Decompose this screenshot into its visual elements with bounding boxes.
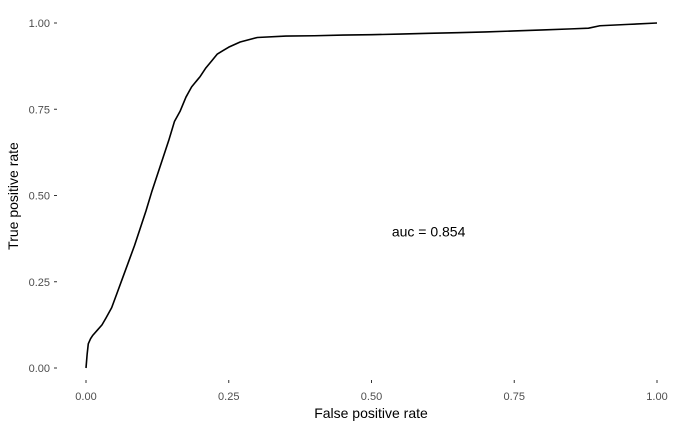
x-axis-title: False positive rate (314, 405, 428, 421)
y-axis: 0.00 0.25 0.50 0.75 1.00 (29, 18, 57, 375)
x-tick-label: 0.00 (75, 391, 96, 403)
y-tick-label: 0.00 (29, 363, 50, 375)
plot-area (85, 22, 658, 369)
x-tick-label: 0.50 (361, 391, 382, 403)
x-tick-label: 0.75 (504, 391, 525, 403)
y-tick-label: 1.00 (29, 18, 50, 30)
y-tick-label: 0.50 (29, 191, 50, 203)
x-tick-label: 0.25 (218, 391, 239, 403)
y-tick-label: 0.75 (29, 104, 50, 116)
x-tick-label: 1.00 (646, 391, 667, 403)
y-tick-label: 0.25 (29, 277, 50, 289)
y-axis-title: True positive rate (5, 142, 21, 250)
auc-annotation: auc = 0.854 (392, 224, 466, 240)
x-axis: 0.00 0.25 0.50 0.75 1.00 (75, 380, 668, 403)
roc-curve-line (85, 22, 658, 369)
